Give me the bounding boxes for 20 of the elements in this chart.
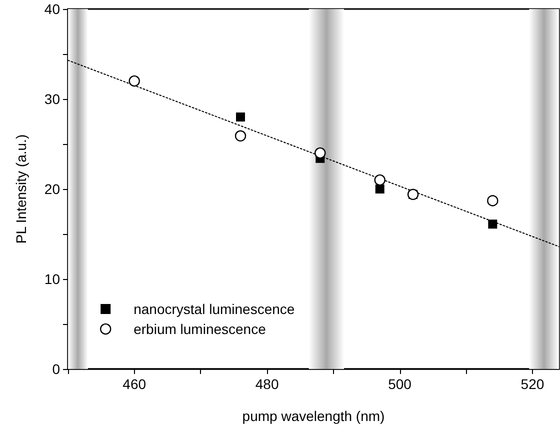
point [374, 174, 386, 186]
point [488, 220, 498, 229]
x-tick-label: 460 [122, 376, 146, 392]
x-axis-title: pump wavelength (nm) [242, 408, 385, 424]
y-tick-label: 30 [44, 91, 60, 107]
point [314, 147, 326, 159]
point [234, 130, 246, 142]
legend-label: erbium luminescence [134, 321, 266, 337]
y-tick-label: 40 [44, 1, 60, 17]
x-tick-label: 480 [255, 376, 279, 392]
point [128, 75, 140, 87]
y-tick-label: 10 [44, 271, 60, 287]
y-axis-title: PL Intensity (a.u.) [13, 134, 29, 244]
y-tick-label: 0 [52, 361, 60, 377]
x-tick-label: 500 [388, 376, 412, 392]
x-tick-label: 520 [520, 376, 544, 392]
point [375, 184, 384, 194]
legend-label: nanocrystal luminescence [134, 301, 295, 317]
point [236, 112, 246, 122]
y-tick-label: 20 [44, 181, 60, 197]
